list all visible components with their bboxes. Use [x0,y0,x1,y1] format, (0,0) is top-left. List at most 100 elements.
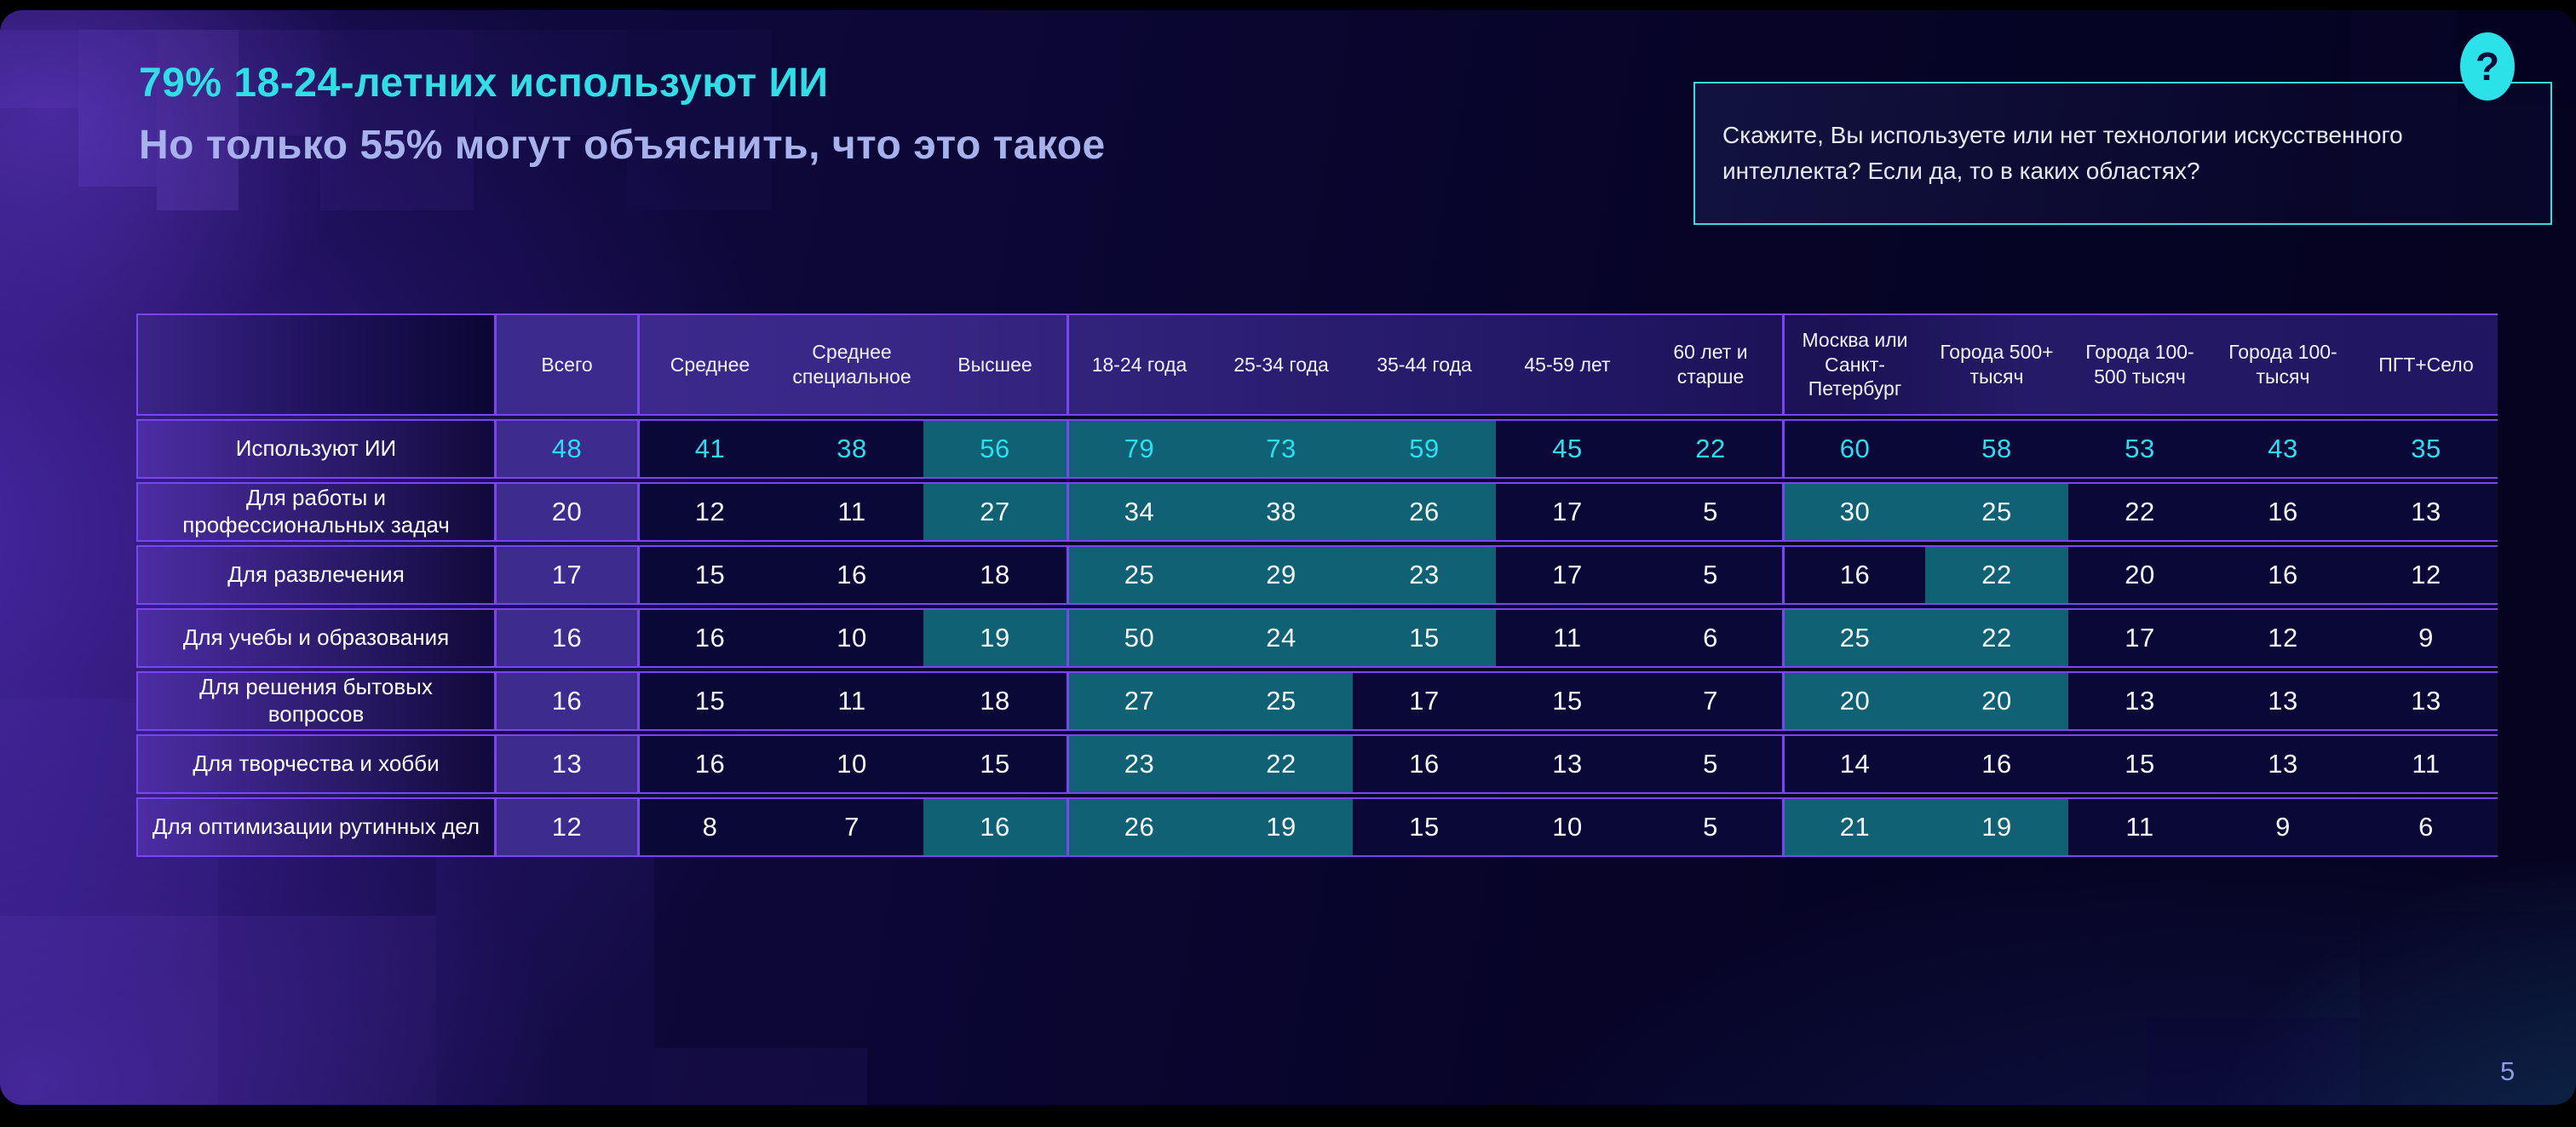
row-label: Для развлечения [136,545,494,605]
table-cell: 11 [1496,608,1639,668]
table-cell: 16 [780,545,923,605]
table-cell: 58 [1925,419,2068,479]
table-cell: 8 [637,797,780,857]
title-line-2: Но только 55% могут объяснить, что это т… [139,123,1106,168]
table-cell: 11 [2355,734,2498,794]
table-cell: 22 [1925,608,2068,668]
table-cell: 13 [2211,671,2355,731]
mosaic-square [654,1048,867,1105]
table-cell: 24 [1210,608,1353,668]
table-cell: 48 [494,419,637,479]
table-header-background [136,313,2498,416]
table-cell: 16 [494,671,637,731]
table-cell: 19 [1210,797,1353,857]
table-cell: 15 [923,734,1067,794]
table-cell: 14 [1782,734,1925,794]
table-cell: 17 [494,545,637,605]
table-cell: 15 [637,671,780,731]
table-cell: 15 [1496,671,1639,731]
table-cell: 45 [1496,419,1639,479]
column-header: 60 лет и старше [1639,313,1782,416]
table-cell: 16 [2211,482,2355,542]
table-cell: 38 [780,419,923,479]
row-label: Используют ИИ [136,419,494,479]
table-cell: 5 [1639,734,1782,794]
table-cell: 13 [494,734,637,794]
title-line-1: 79% 18-24-летних используют ИИ [139,60,829,106]
table-cell: 29 [1210,545,1353,605]
table-cell: 25 [1925,482,2068,542]
table-cell: 23 [1067,734,1210,794]
table-cell: 79 [1067,419,1210,479]
column-header: Города 100-500 тысяч [2068,313,2211,416]
row-label: Для творчества и хобби [136,734,494,794]
table-cell: 16 [1353,734,1496,794]
mosaic-square [2351,10,2458,213]
column-header: Среднее специальное [780,313,923,416]
table-cell: 5 [1639,482,1782,542]
column-header: Москва или Санкт-Петербург [1782,313,1925,416]
data-table: Всего Среднее Среднее специальное Высшее 18-… [136,313,2498,857]
table-cell: 16 [923,797,1067,857]
table-cell: 10 [1496,797,1639,857]
table-cell: 16 [637,734,780,794]
table-cell: 5 [1639,545,1782,605]
table-cell: 16 [2211,545,2355,605]
table-cell: 7 [780,797,923,857]
survey-question-text: Скажите, Вы используете или нет технолог… [1722,122,2403,184]
column-header: Всего [494,313,637,416]
table-cell: 38 [1210,482,1353,542]
slide-content: 79% 18-24-летних используют ИИ Но только… [0,10,2576,1105]
table-cell: 15 [1353,797,1496,857]
slide-title: 79% 18-24-летних используют ИИ Но только… [139,60,1106,169]
table-cell: 19 [923,608,1067,668]
table-cell: 73 [1210,419,1353,479]
table-cell: 16 [1925,734,2068,794]
table-cell: 9 [2211,797,2355,857]
table-cell: 20 [2068,545,2211,605]
table-cell: 22 [1925,545,2068,605]
mosaic-square [218,916,436,1105]
table-cell: 23 [1353,545,1496,605]
table-cell: 43 [2211,419,2355,479]
table-cell: 6 [1639,608,1782,668]
table-cell: 35 [2355,419,2498,479]
table-cell: 13 [2355,671,2498,731]
row-label: Для работы и профессиональных задач [136,482,494,542]
slide-background: 79% 18-24-летних используют ИИ Но только… [0,10,2576,1105]
table-cell: 22 [1639,419,1782,479]
table-cell: 18 [923,545,1067,605]
table-cell: 20 [1925,671,2068,731]
table-cell: 12 [494,797,637,857]
table-cell: 7 [1639,671,1782,731]
column-header: 45-59 лет [1496,313,1639,416]
table-cell: 12 [2211,608,2355,668]
table-cell: 41 [637,419,780,479]
mosaic-square [78,30,157,187]
table-cell: 15 [2068,734,2211,794]
column-header: ПГТ+Село [2355,313,2498,416]
mosaic-square [0,916,218,1105]
table-cell: 15 [1353,608,1496,668]
column-header: Города 500+ тысяч [1925,313,2068,416]
mosaic-square [627,30,772,210]
table-cell: 17 [1496,482,1639,542]
mosaic-square [2147,1018,2360,1105]
table-cell: 25 [1782,608,1925,668]
table-cell: 16 [1782,545,1925,605]
row-label: Для учебы и образования [136,608,494,668]
table-cell: 22 [2068,482,2211,542]
table-cell: 17 [2068,608,2211,668]
table-cell: 13 [2068,671,2211,731]
table-cell: 11 [2068,797,2211,857]
mosaic-square [157,30,239,210]
table-cell: 13 [1496,734,1639,794]
mosaic-square [239,30,320,135]
table-cell: 9 [2355,608,2498,668]
table-cell: 22 [1210,734,1353,794]
table-cell: 19 [1925,797,2068,857]
table-cell: 21 [1782,797,1925,857]
table-cell: 11 [780,671,923,731]
table-cell: 13 [2211,734,2355,794]
table-cell: 26 [1067,797,1210,857]
